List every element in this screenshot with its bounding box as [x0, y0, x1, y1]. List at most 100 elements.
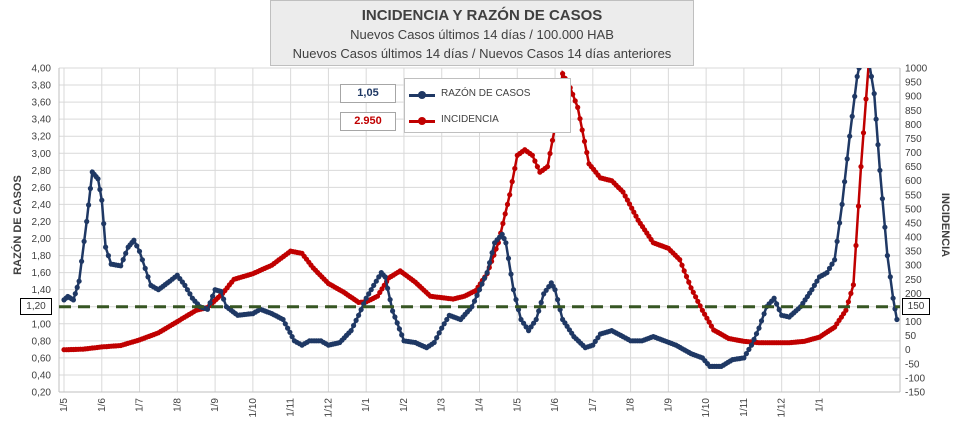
data-point-ratio — [84, 218, 90, 225]
data-point-incidence — [679, 262, 685, 268]
data-point-ratio — [839, 201, 845, 207]
right-tick-label: 1000 — [905, 64, 928, 75]
data-point-ratio — [87, 185, 93, 192]
chart-subtitle-1: Nuevos Casos últimos 14 días / 100.000 H… — [350, 27, 614, 42]
data-point-ratio — [385, 285, 391, 291]
data-point-ratio — [348, 328, 354, 334]
data-point-ratio — [882, 224, 888, 230]
data-point-incidence — [581, 138, 588, 144]
data-point-ratio — [741, 355, 747, 361]
data-point-ratio — [858, 57, 863, 62]
data-point-incidence — [690, 289, 696, 295]
data-point-ratio — [356, 312, 362, 318]
data-point-ratio — [390, 308, 396, 314]
right-tick-label: 600 — [905, 176, 922, 187]
x-tick-label: 1/9 — [210, 398, 221, 412]
data-point-ratio — [854, 73, 860, 80]
x-tick-label: 1/6 — [550, 398, 561, 412]
data-point-incidence — [706, 319, 712, 325]
right-tick-label: 750 — [905, 134, 922, 145]
data-point-incidence — [493, 246, 499, 252]
data-point-incidence — [704, 315, 710, 321]
data-point-ratio — [120, 257, 126, 263]
right-tick-label: 700 — [905, 148, 922, 159]
left-tick-label: 2,40 — [32, 200, 52, 211]
left-tick-label: 0,40 — [32, 370, 52, 381]
x-tick-label: 1/2 — [399, 398, 410, 412]
left-tick-label: 2,20 — [32, 217, 52, 228]
data-point-ratio — [218, 288, 224, 294]
data-point-ratio — [531, 320, 537, 326]
data-point-ratio — [590, 342, 596, 348]
right-tick-label: 950 — [905, 78, 922, 89]
data-point-incidence — [863, 96, 869, 102]
data-point-ratio — [366, 291, 372, 297]
data-point-incidence — [512, 165, 518, 172]
data-point-ratio — [399, 332, 405, 338]
right-tick-label: 100 — [905, 317, 922, 328]
data-point-incidence — [560, 71, 566, 77]
data-point-ratio — [746, 346, 752, 352]
x-tick-label: 1/11 — [286, 398, 297, 417]
data-point-ratio — [832, 257, 838, 263]
data-point-ratio — [546, 284, 552, 290]
left-tick-label: 3,60 — [32, 98, 52, 109]
data-point-ratio — [487, 260, 493, 266]
chart-subtitle-2: Nuevos Casos últimos 14 días / Nuevos Ca… — [292, 46, 672, 61]
left-tick-label: 3,40 — [32, 115, 52, 126]
data-point-incidence — [622, 193, 628, 199]
data-point-incidence — [699, 307, 706, 313]
data-point-ratio — [280, 316, 286, 323]
data-point-incidence — [504, 201, 511, 207]
left-tick-label: 1,80 — [32, 251, 52, 262]
x-tick-label: 1/5 — [512, 398, 523, 412]
data-point-ratio — [863, 57, 868, 62]
x-tick-label: 1/10 — [248, 398, 259, 418]
data-point-ratio — [74, 284, 80, 290]
chart-title-box: INCIDENCIA Y RAZÓN DE CASOS Nuevos Casos… — [270, 0, 694, 66]
data-point-ratio — [809, 287, 815, 293]
x-tick-label: 1/12 — [323, 398, 334, 418]
x-tick-label: 1/6 — [97, 398, 108, 412]
threshold-right-label: 150 — [902, 298, 930, 315]
data-point-ratio — [595, 335, 601, 341]
data-point-incidence — [572, 98, 578, 104]
data-point-ratio — [887, 274, 893, 280]
x-tick-label: 1/5 — [59, 398, 70, 412]
data-point-incidence — [850, 282, 857, 288]
x-tick-label: 1/1 — [361, 398, 372, 412]
data-point-ratio — [368, 287, 374, 293]
x-tick-label: 1/4 — [475, 398, 486, 412]
left-axis-title: RAZÓN DE CASOS — [11, 175, 24, 275]
data-point-ratio — [72, 291, 78, 297]
right-axis-title: INCIDENCIA — [939, 193, 951, 257]
data-point-ratio — [210, 293, 216, 299]
data-point-ratio — [382, 274, 388, 280]
data-point-ratio — [751, 336, 757, 342]
data-point-ratio — [81, 238, 87, 244]
data-point-incidence — [858, 164, 864, 170]
data-point-incidence — [693, 294, 699, 300]
data-point-ratio — [856, 68, 862, 71]
data-point-ratio — [826, 265, 833, 271]
data-point-ratio — [866, 57, 871, 62]
right-tick-label: -100 — [905, 373, 925, 384]
data-point-ratio — [103, 244, 109, 250]
data-point-ratio — [145, 274, 151, 280]
right-tick-label: 50 — [905, 331, 917, 342]
x-tick-label: 1/3 — [437, 398, 448, 412]
data-point-ratio — [753, 331, 760, 337]
data-point-ratio — [471, 298, 478, 304]
left-tick-label: 0,20 — [32, 388, 52, 399]
right-tick-label: 800 — [905, 120, 922, 131]
data-point-ratio — [221, 296, 227, 302]
data-point-ratio — [499, 231, 505, 237]
data-point-incidence — [547, 150, 553, 157]
data-point-ratio — [526, 328, 532, 334]
legend-marker-incidence-icon — [418, 117, 426, 125]
data-point-ratio — [844, 156, 850, 162]
left-tick-label: 2,00 — [32, 234, 52, 245]
right-tick-label: 300 — [905, 261, 922, 272]
data-point-ratio — [136, 248, 143, 254]
data-point-ratio — [774, 301, 780, 307]
